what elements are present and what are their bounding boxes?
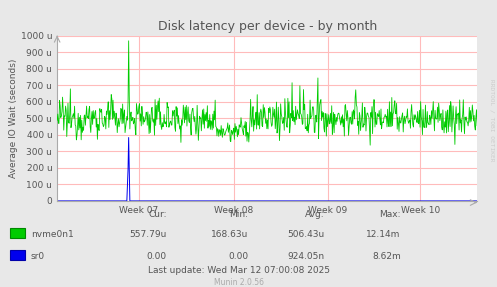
Text: Max:: Max: [379,210,401,219]
Title: Disk latency per device - by month: Disk latency per device - by month [158,20,377,33]
Text: 506.43u: 506.43u [287,230,325,239]
Y-axis label: Average IO Wait (seconds): Average IO Wait (seconds) [9,59,18,178]
Text: Cur:: Cur: [149,210,167,219]
Text: RRDTOOL / TOBI OETIKER: RRDTOOL / TOBI OETIKER [490,79,495,162]
Text: nvme0n1: nvme0n1 [31,230,74,239]
FancyBboxPatch shape [9,250,25,260]
Text: 557.79u: 557.79u [130,230,167,239]
Text: 168.63u: 168.63u [211,230,248,239]
Text: 924.05n: 924.05n [287,251,325,261]
FancyBboxPatch shape [9,228,25,238]
Text: sr0: sr0 [31,251,45,261]
Text: Last update: Wed Mar 12 07:00:08 2025: Last update: Wed Mar 12 07:00:08 2025 [148,266,330,275]
Text: 8.62m: 8.62m [372,251,401,261]
Text: Avg:: Avg: [305,210,325,219]
Text: 12.14m: 12.14m [366,230,401,239]
Text: 0.00: 0.00 [147,251,167,261]
Text: Min:: Min: [229,210,248,219]
Text: Munin 2.0.56: Munin 2.0.56 [214,278,263,287]
Text: 0.00: 0.00 [228,251,248,261]
